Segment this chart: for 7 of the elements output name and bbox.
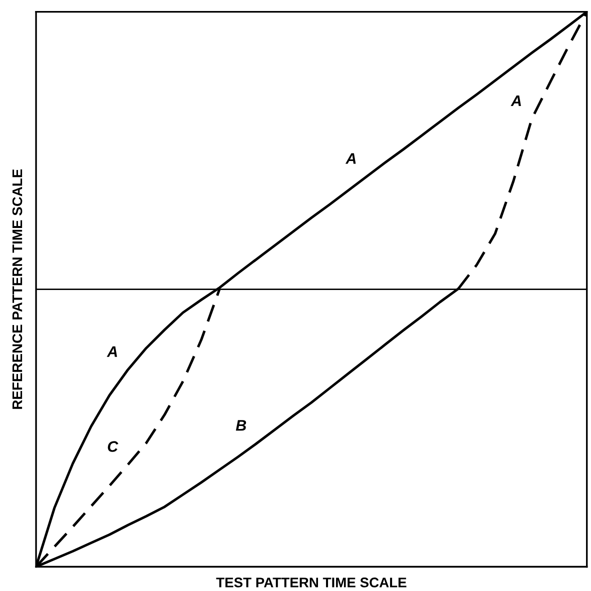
text: A	[345, 153, 356, 164]
x-axis-title: TEST PATTERN TIME SCALE	[216, 578, 406, 588]
series-label: A	[510, 96, 521, 106]
series-label: C	[108, 441, 118, 452]
series-label: B	[236, 420, 246, 431]
series-label: A	[106, 346, 118, 357]
y-axis-title: REFERENCE PATTERN TIME SCALE	[12, 169, 22, 409]
